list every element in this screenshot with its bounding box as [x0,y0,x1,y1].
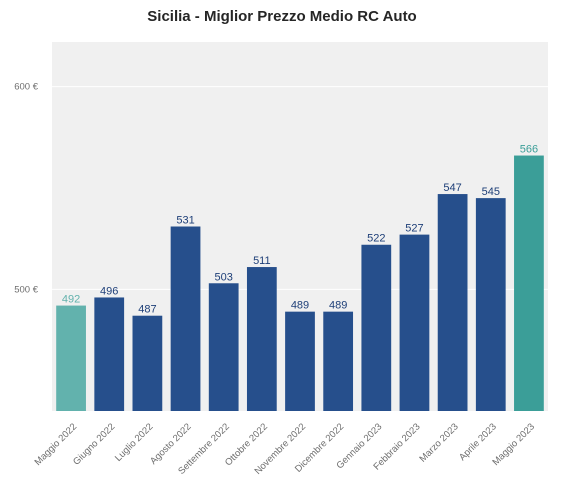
y-tick-label: 500 € [14,284,38,295]
y-axis-ticks: 500 € 600 € [14,82,38,296]
data-label: 566 [520,144,538,156]
data-label: 511 [253,255,271,267]
data-label: 545 [482,186,500,198]
data-label: 527 [405,223,423,235]
bar [94,297,125,411]
bar [399,234,430,411]
data-label: 503 [215,271,233,283]
bar [208,283,239,411]
bar [56,305,86,411]
data-label: 492 [62,294,80,306]
bar [285,311,315,411]
data-label: 489 [291,300,309,312]
data-label: 531 [176,215,194,227]
data-labels: 492 496 487 531 503 511 489 489 522 527 547 545 566 [62,144,538,316]
bar [437,194,468,411]
data-label: 487 [138,304,156,316]
data-label: 489 [329,300,347,312]
bars [56,155,544,411]
data-label: 522 [367,233,385,245]
data-label: 547 [443,182,461,194]
bar [246,267,277,411]
chart-title: Sicilia - Miglior Prezzo Medio RC Auto [147,8,417,25]
bar [475,198,506,411]
bar [170,226,201,411]
bar [132,315,163,411]
bar [361,244,392,411]
bar [514,155,544,411]
bar [323,311,354,411]
y-tick-label: 600 € [14,82,38,93]
data-label: 496 [100,285,118,297]
x-tick-label: Marzo 2023 [417,421,460,464]
